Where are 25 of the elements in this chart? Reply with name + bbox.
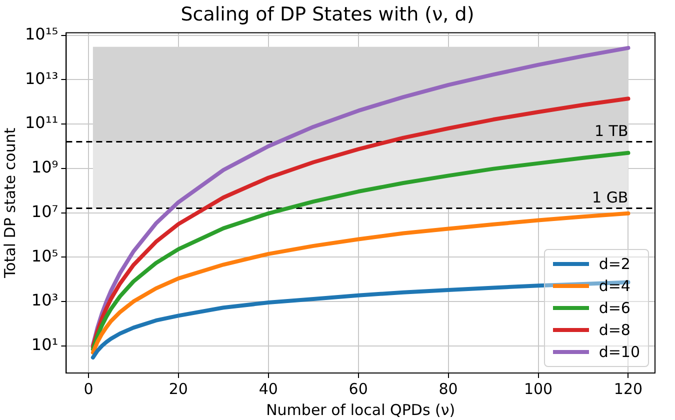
legend-label: d=4 — [598, 277, 630, 295]
legend-label: d=8 — [598, 321, 630, 339]
y-axis-title: Total DP state count — [0, 128, 19, 280]
legend-label: d=6 — [598, 299, 630, 317]
legend-label: d=10 — [598, 343, 640, 361]
x-tick-label: 0 — [84, 380, 94, 398]
x-tick-label: 20 — [168, 380, 188, 398]
x-tick-label: 60 — [348, 380, 368, 398]
x-tick-label: 100 — [524, 380, 553, 398]
legend-label: d=2 — [598, 255, 630, 273]
y-tick-label: 10¹¹ — [25, 113, 58, 132]
y-tick-label: 10⁷ — [31, 202, 58, 221]
y-tick-label: 10¹³ — [25, 68, 58, 88]
y-tick-label: 10⁵ — [31, 246, 58, 266]
ref-line-label: 1 TB — [594, 122, 628, 140]
x-axis-title: Number of local QPDs (ν) — [266, 400, 456, 419]
y-tick-label: 10⁹ — [31, 158, 58, 177]
y-tick-label: 10¹⁵ — [25, 24, 58, 44]
x-tick-label: 80 — [438, 380, 458, 398]
y-tick-label: 10³ — [31, 290, 58, 310]
ref-line-label: 1 GB — [592, 188, 628, 207]
x-tick-label: 120 — [614, 380, 643, 398]
x-tick-label: 40 — [258, 380, 278, 398]
y-tick-label: 10¹ — [31, 335, 58, 354]
chart-title: Scaling of DP States with (ν, d) — [180, 3, 474, 26]
